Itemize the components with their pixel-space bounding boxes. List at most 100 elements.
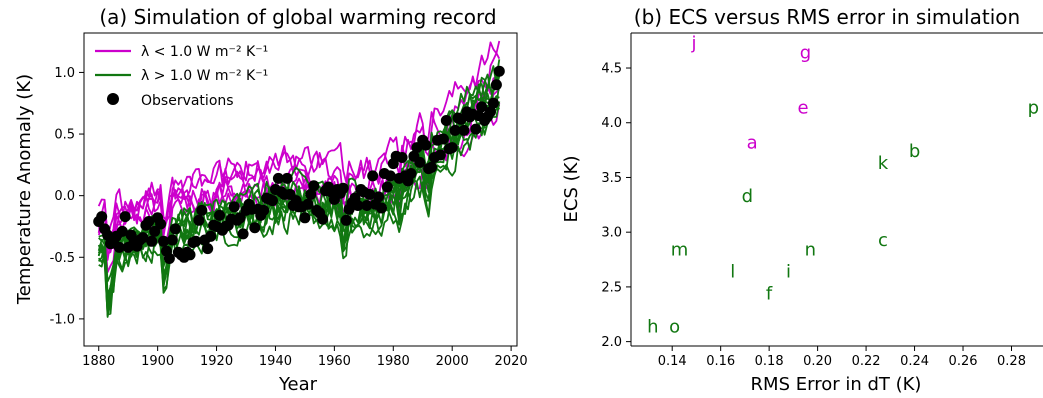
observation-point xyxy=(420,139,432,151)
ensemble-member-line xyxy=(97,52,501,245)
panel-b-y-axis-label: ECS (K) xyxy=(561,156,582,223)
x-tick-label: 1880 xyxy=(82,354,115,369)
observation-point xyxy=(352,200,364,211)
observation-point xyxy=(434,149,446,161)
ensemble-member-line xyxy=(97,101,501,318)
panel-a-frame xyxy=(83,32,518,347)
observation-point xyxy=(155,218,167,230)
observation-point xyxy=(487,97,499,109)
legend-label-weak-feedback: λ < 1.0 W m⁻² K⁻¹ xyxy=(141,44,268,60)
panel-a-warming-record: (a) Simulation of global warming record … xyxy=(14,5,528,395)
panel-a-legend: λ < 1.0 W m⁻² K⁻¹ λ > 1.0 W m⁻² K⁻¹ Obse… xyxy=(95,44,268,109)
model-point-p: p xyxy=(1028,97,1039,118)
observation-point xyxy=(249,222,261,234)
legend-label-observations: Observations xyxy=(141,93,234,109)
model-point-g: g xyxy=(800,43,811,64)
observation-point xyxy=(364,188,376,200)
x-tick-label: 0.14 xyxy=(658,354,687,369)
observation-point xyxy=(166,234,178,246)
model-point-f: f xyxy=(766,284,773,305)
panel-b-x-axis-label: RMS Error in dT (K) xyxy=(751,374,922,395)
observation-point xyxy=(308,180,320,192)
y-tick-label: 0.5 xyxy=(54,128,75,143)
y-tick-label: 2.0 xyxy=(601,335,622,350)
observation-point xyxy=(158,235,169,247)
observation-point xyxy=(214,209,225,221)
observation-point xyxy=(490,79,502,91)
model-point-a: a xyxy=(747,132,758,153)
observation-point xyxy=(440,115,452,126)
model-point-k: k xyxy=(878,153,889,174)
observation-point xyxy=(169,223,181,235)
observation-point xyxy=(337,182,349,194)
observation-point xyxy=(143,216,155,227)
observation-point xyxy=(184,249,196,261)
model-point-j: j xyxy=(690,33,696,54)
observation-point xyxy=(116,225,128,237)
panel-a-y-axis-label: Temperature Anomaly (K) xyxy=(14,74,35,305)
observation-point xyxy=(302,198,314,210)
x-tick-label: 2020 xyxy=(495,354,528,369)
observation-point xyxy=(458,124,470,136)
x-tick-label: 0.26 xyxy=(949,354,978,369)
y-tick-label: 0.0 xyxy=(54,189,75,204)
x-tick-label: 0.20 xyxy=(803,354,832,369)
y-tick-label: 4.0 xyxy=(601,116,622,131)
y-tick-label: 3.0 xyxy=(601,226,622,241)
observation-point xyxy=(272,172,284,184)
observation-point xyxy=(102,229,114,241)
observation-point xyxy=(367,170,379,182)
observation-point xyxy=(317,213,329,225)
observation-point xyxy=(237,228,249,240)
x-tick-label: 1980 xyxy=(377,354,410,369)
model-point-m: m xyxy=(671,240,689,261)
model-point-c: c xyxy=(878,230,888,251)
observation-point xyxy=(119,211,131,223)
x-tick-label: 0.28 xyxy=(997,354,1026,369)
x-tick-label: 0.18 xyxy=(755,354,784,369)
observation-point xyxy=(205,230,217,242)
model-point-o: o xyxy=(669,316,680,337)
observation-point xyxy=(361,200,373,211)
observation-point xyxy=(193,214,205,226)
observation-point xyxy=(470,123,482,135)
x-tick-label: 0.16 xyxy=(706,354,735,369)
observation-point xyxy=(163,253,175,264)
observation-point xyxy=(455,113,467,125)
x-tick-label: 0.24 xyxy=(900,354,929,369)
observation-point xyxy=(411,142,423,154)
observation-point xyxy=(305,188,317,200)
x-tick-label: 2000 xyxy=(436,354,469,369)
model-point-i: i xyxy=(786,262,791,283)
observation-point xyxy=(299,212,311,224)
model-point-n: n xyxy=(805,240,816,261)
panel-b-axes: 0.14 0.16 0.18 0.20 0.22 0.24 0.26 0.28 2.0 2.5 3.… xyxy=(601,32,1043,369)
observation-point xyxy=(493,65,505,77)
legend-swatch-observations xyxy=(107,93,119,105)
panel-b-plot-area: j g e a p bk d c m n l if h o xyxy=(647,33,1039,337)
observation-point xyxy=(228,201,240,213)
y-tick-label: 1.0 xyxy=(54,66,75,81)
observation-point xyxy=(437,133,449,145)
observation-point xyxy=(449,124,461,136)
panel-b-title: (b) ECS versus RMS error in simulation xyxy=(634,5,1020,29)
observation-point xyxy=(96,211,108,223)
observation-point xyxy=(381,181,393,193)
observation-point xyxy=(446,142,458,154)
panel-a-x-axis-label: Year xyxy=(278,374,318,395)
model-point-l: l xyxy=(730,262,735,283)
observation-point xyxy=(113,241,125,253)
panel-b-ecs-vs-rms: (b) ECS versus RMS error in simulation j… xyxy=(561,5,1043,395)
x-tick-label: 1960 xyxy=(318,354,351,369)
observation-point xyxy=(384,170,396,182)
panel-a-title: (a) Simulation of global warming record xyxy=(99,5,496,29)
observation-point xyxy=(202,243,214,255)
observation-point xyxy=(146,235,158,247)
observation-point xyxy=(196,204,208,216)
model-point-b: b xyxy=(909,141,920,162)
observation-point xyxy=(340,214,352,226)
y-tick-label: -1.0 xyxy=(50,312,75,327)
model-point-h: h xyxy=(647,316,658,337)
observation-point xyxy=(137,232,149,244)
